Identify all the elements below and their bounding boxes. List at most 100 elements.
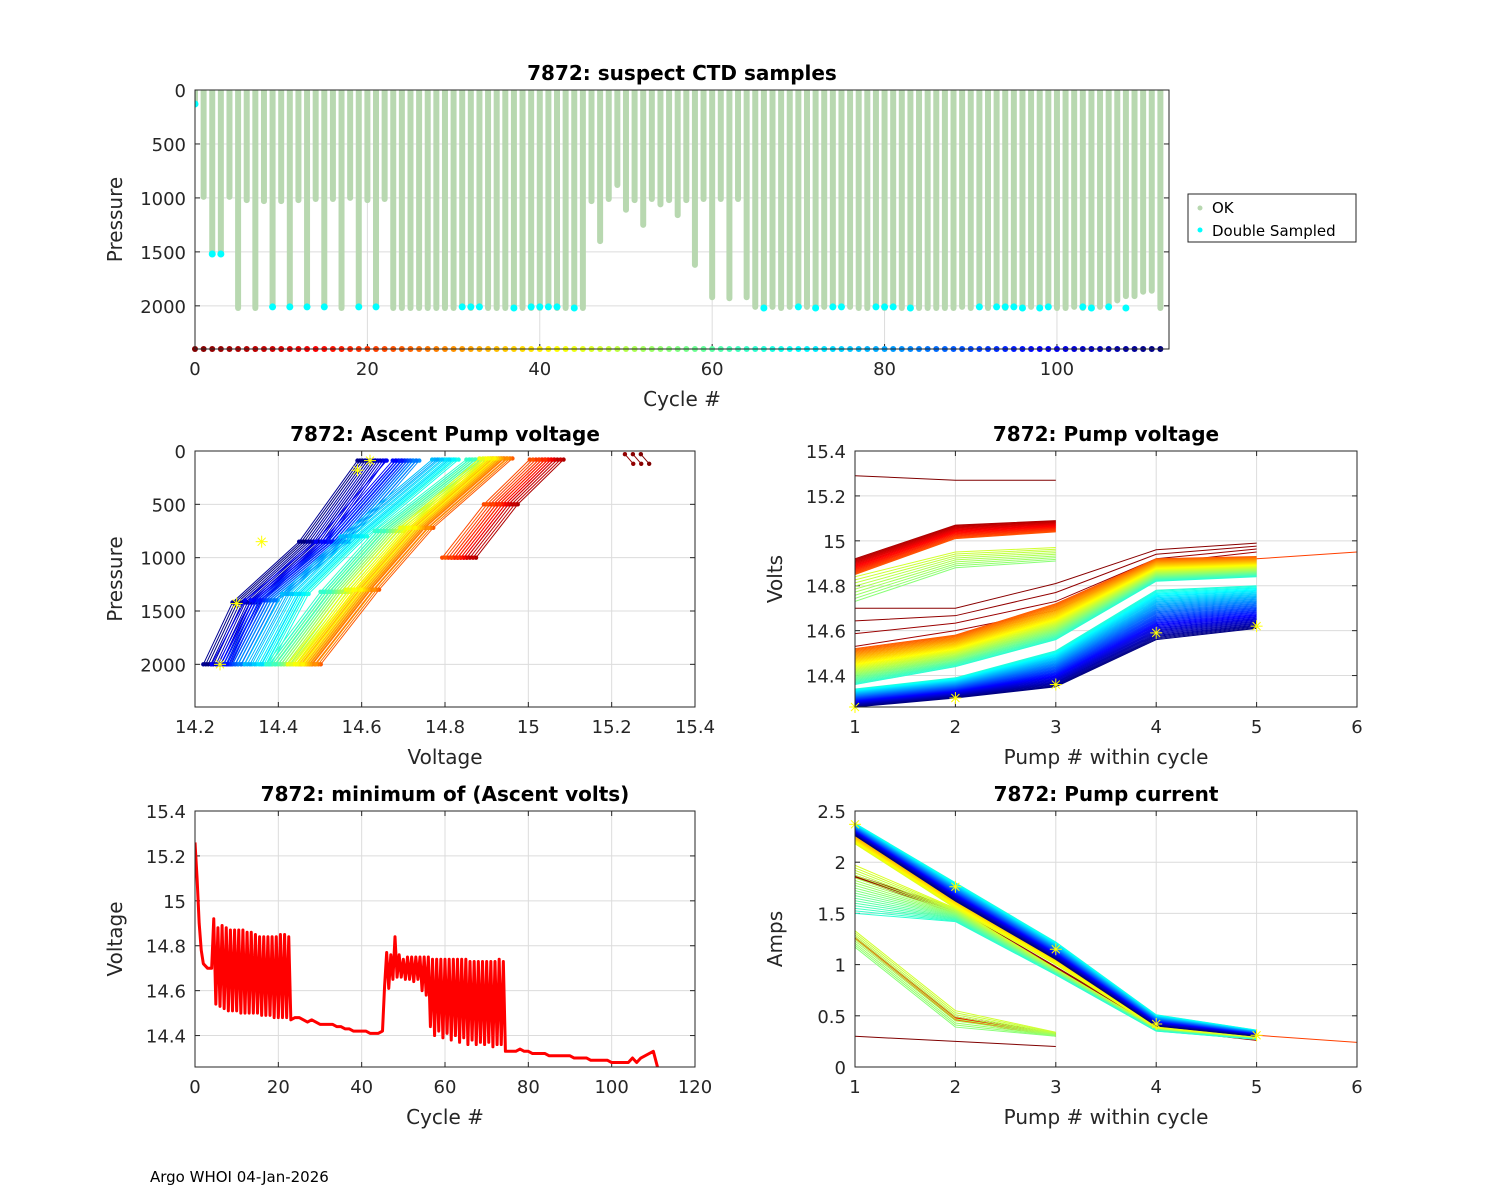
legend-ok-marker [1197,205,1203,211]
ascent-sample-point [294,662,300,667]
ascent-profile-line [229,460,406,665]
y-axis-label: Pressure [103,536,127,621]
ascent-sample-point [631,461,636,466]
chart-title: 7872: minimum of (Ascent volts) [261,782,630,806]
double-sampled-point [1010,303,1018,311]
ascent-profile-line [287,458,480,665]
y-tick-label: 14.4 [806,667,846,688]
pump-cycle-line [855,525,1056,567]
ascent-sample-point [467,457,472,462]
y-tick-label: 0 [175,442,186,463]
y-axis-label: Volts [763,555,787,603]
min-voltage-star-marker [230,597,243,610]
ascent-profile-line [295,458,489,665]
ascent-sample-point [461,555,467,560]
ascent-profile-line [270,459,459,665]
double-sampled-point [1044,303,1052,311]
ascent-profile-line [300,458,493,665]
ascent-sample-point [398,525,403,530]
star-stroke [232,599,242,608]
y-axis-label: Pressure [103,177,127,262]
ascent-sample-point [480,456,486,461]
ascent-sample-point [372,528,377,534]
pump-cycle-line [855,572,1257,679]
ascent-sample-point [497,502,502,507]
ascent-profile-line [315,458,508,665]
x-tick-label: 6 [1351,1077,1362,1098]
axes-frame [194,810,696,1068]
x-tick-label: 5 [1251,717,1262,738]
axes-frame [854,450,1358,708]
y-tick-label: 2 [835,853,846,874]
pump-cycle-line [855,940,1056,1036]
ascent-sample-point [358,587,364,592]
double-sampled-point [1079,303,1087,311]
ascent-profile-line [303,458,497,665]
pump-cycle-line [855,556,1257,650]
ascent-sample-point [264,662,269,667]
ascent-sample-point [375,528,381,534]
double-sampled-point [269,303,277,311]
pump-cycle-line [855,548,1056,581]
ascent-sample-point [470,555,476,560]
plot-area [195,842,659,1067]
ascent-sample-point [515,502,520,507]
ascent-profile-line [265,459,467,665]
double-sampled-point [1122,304,1130,312]
ascent-sample-point [252,662,257,667]
pump-cycle-line [855,573,1257,681]
ascent-profile-line [263,459,452,665]
double-sampled-point [303,303,311,311]
ascent-sample-point [301,539,307,544]
axes-frame [194,450,696,708]
ascent-profile-line [311,458,504,665]
axes-frame [194,89,1170,350]
ascent-sample-point [247,662,253,667]
x-tick-label: 3 [1050,717,1061,738]
ascent-sample-point [487,502,493,507]
pump-cycle-line [855,570,1257,675]
x-tick-label: 120 [678,1077,712,1098]
ascent-sample-point [486,456,491,461]
y-axis-label: Voltage [103,901,127,976]
pump-cycle-line [855,566,1257,668]
min-voltage-star-marker [255,535,268,548]
pump-cycle-line [855,547,1056,578]
double-sampled-point [837,303,845,311]
double-sampled-point [872,303,880,311]
pump-cycle-line [855,571,1257,678]
legend: OK Double Sampled [1187,193,1357,243]
pump-cycle-line [855,557,1056,596]
ascent-sample-point [252,598,257,603]
double-sampled-point [536,303,544,311]
x-tick-label: 60 [701,359,724,380]
pump-cycle-line [855,946,1056,1037]
ascent-profile-line [223,460,379,665]
pump-cycle-line [855,938,1056,1035]
pump-cycle-line [855,944,1056,1037]
chart-title: 7872: Ascent Pump voltage [290,422,600,446]
ascent-sample-point [321,589,326,594]
axes-frame [854,810,1358,1068]
ascent-sample-point [527,457,532,462]
pump-cycle-line [855,475,1056,481]
ascent-sample-point [503,502,508,507]
y-tick-label: 2000 [140,297,186,318]
y-tick-label: 14.6 [146,982,186,1003]
x-axis-label: Pump # within cycle [1004,1105,1209,1129]
pump-voltage-chart: 1 2 3 4 5 6 14.4 14.6 14.8 15 15.2 15.4 7872: Pump v… [763,422,1363,769]
pump-cycle-line [855,527,1056,570]
x-tick-label: 15.4 [675,717,715,738]
ascent-profile-line [275,459,476,665]
ascent-sample-point [248,598,254,603]
ascent-sample-point [449,555,454,560]
ascent-sample-point [439,457,445,462]
extrapolated-line [1256,551,1357,560]
x-axis-label: Voltage [407,745,482,769]
pump-cycle-line [855,542,1257,609]
double-sampled-point [195,100,199,108]
pump-cycle-line [855,528,1056,571]
pump-cycle-line [855,562,1257,662]
double-sampled-point [760,304,768,312]
pump-cycle-line [855,561,1257,659]
